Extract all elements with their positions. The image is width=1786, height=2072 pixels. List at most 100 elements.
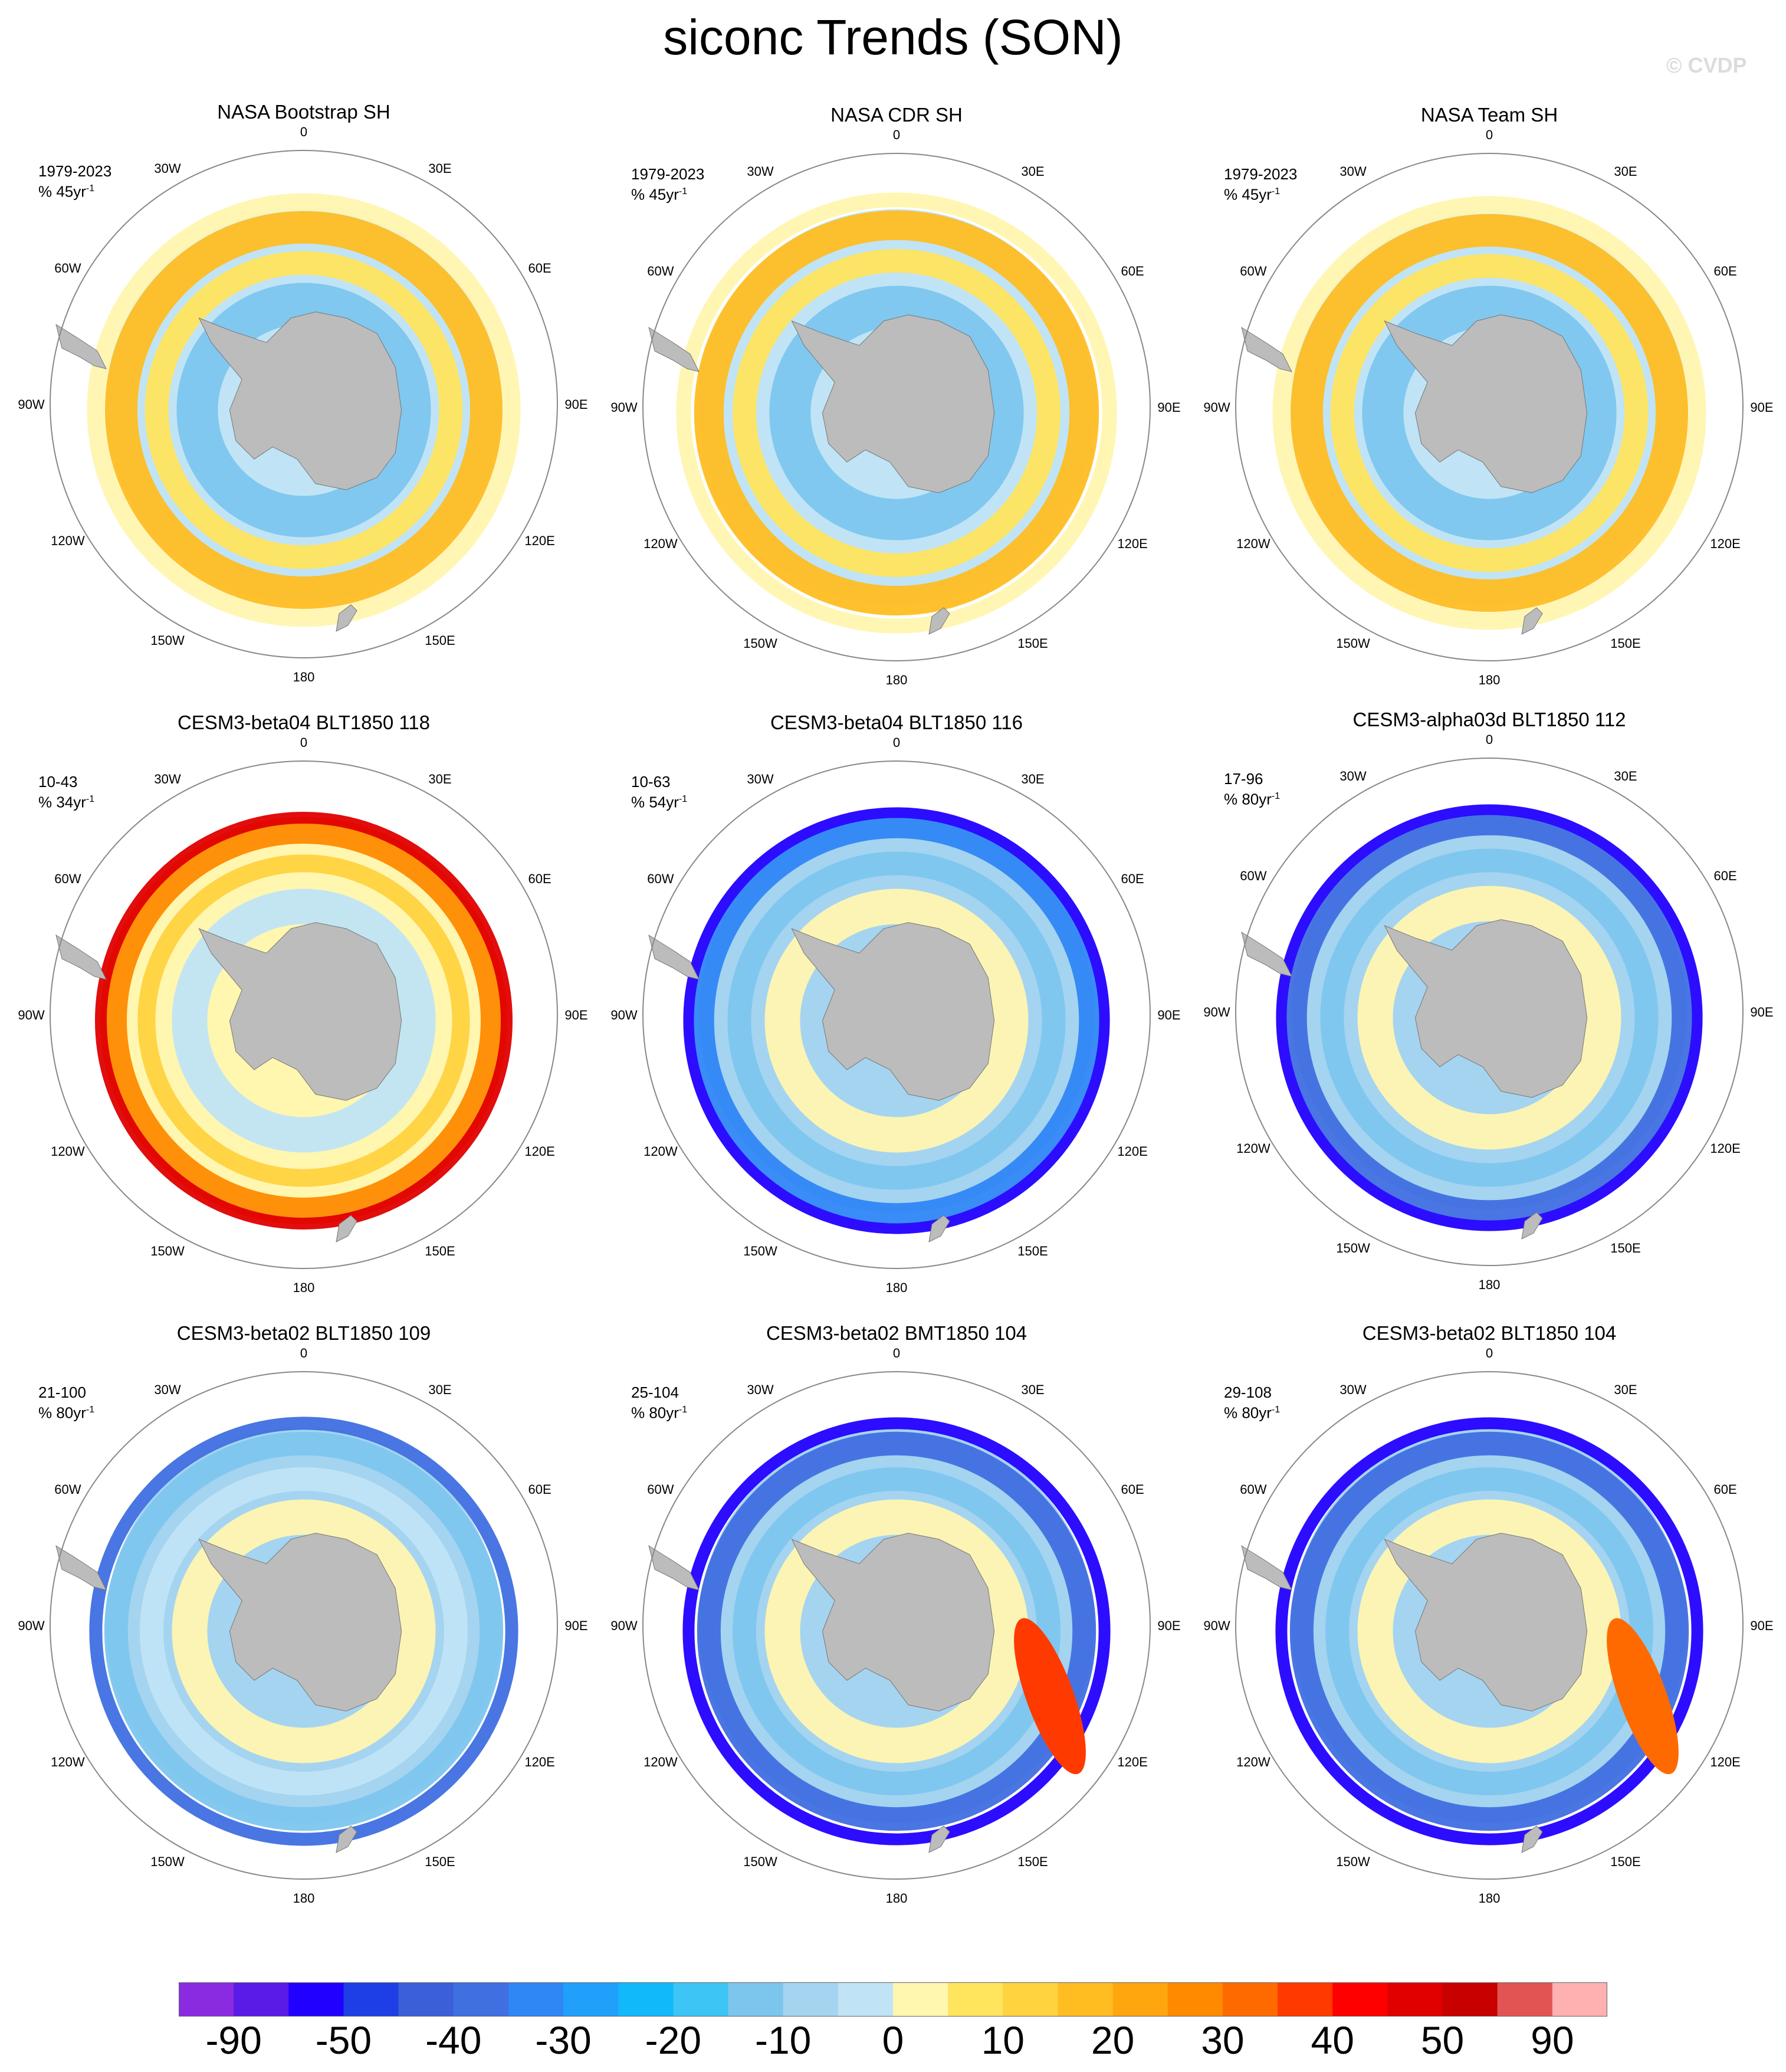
longitude-label: 150W xyxy=(743,636,777,651)
colorbar-swatch xyxy=(453,1982,509,2017)
trend-unit: % 80yr-1 xyxy=(1224,790,1281,808)
map-panel-6: CESM3-alpha03d BLT1850 112 0 30E 60E 90E 120E… xyxy=(1194,708,1784,1298)
polar-map: 0 30E 60E 90E 120E 150E 180 150W 120W 90W 60W 30W xyxy=(1203,127,1773,687)
period-years: 29-108 xyxy=(1224,1383,1272,1401)
trend-unit: % 80yr-1 xyxy=(38,1404,95,1422)
colorbar-tick-label: 90 xyxy=(1531,2018,1574,2062)
longitude-label: 30E xyxy=(1021,1382,1044,1397)
longitude-label: 90W xyxy=(18,1618,44,1633)
trend-band xyxy=(1275,1417,1703,1845)
longitude-label: 120W xyxy=(644,1755,678,1769)
trend-band xyxy=(769,286,1024,540)
longitude-label: 120E xyxy=(1117,1144,1147,1159)
polar-map: 0 30E 60E 90E 120E 150E 180 150W 120W 90W 60W 30W xyxy=(610,735,1180,1295)
longitude-label: 180 xyxy=(293,1280,315,1295)
south-america-landmass xyxy=(1241,1545,1292,1591)
trend-band xyxy=(1330,254,1649,572)
trend-band xyxy=(683,807,1110,1234)
panel-title: CESM3-beta04 BLT1850 116 xyxy=(770,712,1023,733)
longitude-label: 120W xyxy=(1236,1755,1270,1769)
colorbar-swatch xyxy=(893,1982,948,2017)
trend-band xyxy=(104,211,503,609)
colorbar-swatch xyxy=(1387,1982,1443,2017)
polar-map: 0 30E 60E 90E 120E 150E 180 150W 120W 90W 60W 30W xyxy=(18,735,587,1295)
longitude-label: 90E xyxy=(1750,400,1773,415)
colorbar-tick-label: 30 xyxy=(1201,2018,1245,2062)
trend-unit: % 34yr-1 xyxy=(38,793,95,811)
panel-title: NASA Bootstrap SH xyxy=(217,101,390,123)
panel-title: CESM3-beta02 BLT1850 109 xyxy=(176,1322,431,1344)
trend-band xyxy=(176,283,431,537)
antarctica-landmass xyxy=(791,314,995,493)
period-unit-label: 10-43 % 34yr-1 xyxy=(38,773,94,811)
trend-band xyxy=(764,889,1029,1153)
polar-map: 0 30E 60E 90E 120E 150E 180 150W 120W 90W 60W 30W xyxy=(18,124,587,684)
map-panel-7: CESM3-beta02 BLT1850 109 0 30E 60E 90E 120E 15… xyxy=(9,1322,599,1912)
colorbar-tick-label: 10 xyxy=(981,2018,1025,2062)
map-boundary-circle xyxy=(1235,758,1744,1266)
colorbar-tick-label: -50 xyxy=(315,2018,372,2062)
longitude-label: 90W xyxy=(1203,400,1230,415)
trend-band xyxy=(95,812,513,1230)
colorbar-tick-label: -90 xyxy=(205,2018,262,2062)
panel-title: NASA CDR SH xyxy=(830,104,963,126)
trend-band xyxy=(1290,214,1689,612)
longitude-label: 0 xyxy=(1486,1346,1493,1360)
trend-unit: % 45yr-1 xyxy=(631,185,688,204)
longitude-label: 120E xyxy=(524,1144,554,1159)
period-unit-label: 29-108 % 80yr-1 xyxy=(1224,1383,1280,1422)
colorbar-swatch xyxy=(288,1982,344,2017)
longitude-label: 150E xyxy=(425,1244,455,1258)
longitude-label: 30W xyxy=(1340,1382,1366,1397)
trend-unit: % 80yr-1 xyxy=(1224,1404,1281,1422)
trend-band xyxy=(693,817,1100,1224)
longitude-label: 150E xyxy=(425,633,455,648)
longitude-label: 60E xyxy=(528,261,551,276)
period-years: 1979-2023 xyxy=(1224,165,1298,183)
longitude-label: 60E xyxy=(1121,1482,1144,1497)
longitude-label: 30E xyxy=(1614,1382,1637,1397)
trend-unit: % 45yr-1 xyxy=(1224,185,1281,204)
colorbar-swatch xyxy=(728,1982,784,2017)
longitude-label: 90W xyxy=(610,1618,637,1633)
colorbar xyxy=(179,1982,1607,2017)
longitude-label: 90W xyxy=(610,400,637,415)
colorbar-swatch xyxy=(948,1982,1003,2017)
colorbar-tick-label: 50 xyxy=(1420,2018,1465,2062)
panel-title: CESM3-beta02 BLT1850 104 xyxy=(1362,1322,1617,1344)
longitude-label: 120E xyxy=(1117,536,1147,551)
new-zealand-landmass xyxy=(1521,1825,1543,1853)
map-boundary-circle xyxy=(642,760,1151,1269)
longitude-label: 0 xyxy=(1486,732,1493,747)
period-unit-label: 21-100 % 80yr-1 xyxy=(38,1383,94,1422)
longitude-label: 120W xyxy=(644,1144,678,1159)
colorbar-swatch xyxy=(563,1982,619,2017)
longitude-label: 60W xyxy=(1240,868,1266,883)
new-zealand-landmass xyxy=(1521,607,1543,635)
trend-band xyxy=(89,1417,518,1846)
period-years: 1979-2023 xyxy=(631,165,705,183)
colorbar-tick-label: -20 xyxy=(645,2018,702,2062)
longitude-label: 180 xyxy=(293,670,315,684)
antarctica-landmass xyxy=(1384,919,1588,1098)
polar-map: 0 30E 60E 90E 120E 150E 180 150W 120W 90W 60W 30W xyxy=(1203,1346,1773,1906)
longitude-label: 60W xyxy=(54,261,81,276)
colorbar-swatch xyxy=(1278,1982,1333,2017)
period-unit-label: 10-63 % 54yr-1 xyxy=(631,773,687,811)
longitude-label: 120W xyxy=(51,533,85,548)
positive-trend-patch xyxy=(1607,1618,1679,1775)
map-panel-3: NASA Team SH 0 30E 60E 90E 120E 150E 180 150W 120… xyxy=(1194,103,1784,693)
colorbar-tick-label: -10 xyxy=(754,2018,812,2062)
map-boundary-circle xyxy=(642,1371,1151,1880)
longitude-label: 150W xyxy=(150,1854,185,1869)
longitude-label: 0 xyxy=(893,1346,900,1360)
longitude-label: 120E xyxy=(524,1755,554,1769)
longitude-label: 90W xyxy=(610,1008,637,1022)
trend-band xyxy=(137,854,470,1187)
map-boundary-circle xyxy=(50,150,558,658)
new-zealand-landmass xyxy=(336,1215,357,1242)
longitude-label: 120W xyxy=(644,536,678,551)
colorbar-swatch xyxy=(1552,1982,1607,2017)
antarctica-landmass xyxy=(198,922,402,1101)
longitude-label: 120W xyxy=(1236,536,1270,551)
